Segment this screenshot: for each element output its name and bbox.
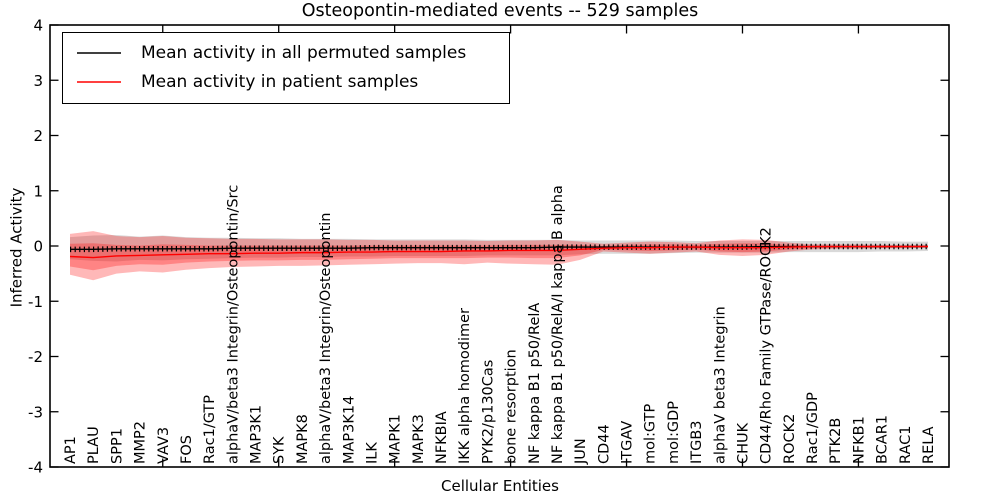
x-category-label: IKK alpha homodimer (457, 308, 473, 464)
x-category-label: MAPK1 (388, 414, 404, 464)
x-category-label: mol:GDP (666, 401, 682, 464)
x-category-label: VAV3 (156, 427, 172, 464)
x-category-label: SYK (272, 436, 288, 464)
chart-title: Osteopontin-mediated events -- 529 sampl… (301, 1, 699, 21)
permuted-mean-markers (70, 243, 928, 253)
y-tick-label: 1 (33, 182, 43, 200)
y-tick-label: 0 (33, 238, 43, 256)
x-category-label: NF kappa B1 p50/RelA/I kappa B alpha (550, 185, 566, 464)
y-axis-label: Inferred Activity (7, 187, 26, 308)
patient-range-inner-band (70, 243, 928, 271)
x-category-label: ITGB3 (689, 420, 705, 464)
y-tick-label: 4 (33, 17, 43, 35)
x-category-label: mol:GTP (643, 404, 659, 464)
legend-label-patient: Mean activity in patient samples (141, 71, 419, 92)
x-category-label: Rac1/GTP (202, 395, 218, 464)
x-category-label: AP1 (63, 436, 79, 464)
y-tick-label: -4 (28, 459, 43, 477)
legend: Mean activity in all permuted samples Me… (62, 32, 510, 104)
permuted-line-swatch-icon (77, 51, 121, 54)
x-category-label: ITGAV (620, 421, 636, 464)
y-tick-label: 2 (33, 127, 43, 145)
x-category-label: MMP2 (133, 421, 149, 464)
x-category-label: SPP1 (109, 428, 125, 464)
x-category-label: CHUK (735, 422, 751, 464)
x-category-label: MAP3K14 (341, 396, 357, 464)
x-category-label: RAC1 (898, 425, 914, 464)
x-category-label: CD44/Rho Family GTPase/ROCK2 (759, 227, 775, 464)
x-category-label: NFKB1 (851, 416, 867, 464)
x-category-label: PLAU (86, 426, 102, 464)
x-category-label: bone resorption (504, 349, 520, 464)
x-category-label: ILK (364, 442, 380, 464)
patient-range-outer-band (70, 231, 928, 281)
legend-label-permuted: Mean activity in all permuted samples (141, 42, 467, 63)
x-category-label: MAPK8 (295, 414, 311, 464)
x-category-label: MAPK3 (411, 414, 427, 464)
y-tick-label: 3 (33, 72, 43, 90)
x-category-label: alphaV/beta3 Integrin/Osteopontin/Src (225, 185, 241, 464)
x-category-label: BCAR1 (875, 415, 891, 464)
legend-entry-patient: Mean activity in patient samples (77, 67, 509, 96)
y-tick-label: -1 (28, 293, 43, 311)
x-category-label: CD44 (596, 424, 612, 464)
y-tick-label: -2 (28, 348, 43, 366)
x-category-label: FOS (179, 435, 195, 464)
y-tick-label: -3 (28, 403, 43, 421)
x-category-label: NFKBIA (434, 411, 450, 464)
x-category-label: JUN (573, 438, 589, 465)
x-category-label: ROCK2 (782, 414, 798, 464)
x-category-label: NF kappa B1 p50/RelA (527, 303, 543, 464)
x-category-label: MAP3K1 (249, 405, 265, 464)
x-category-label: alphaV/beta3 Integrin/Osteopontin (318, 213, 334, 464)
x-category-label: alphaV beta3 Integrin (712, 306, 728, 464)
x-category-label: Rac1/GDP (805, 392, 821, 464)
patient-line-swatch-icon (77, 80, 121, 83)
x-category-label: PYK2/p130Cas (480, 360, 496, 464)
x-category-label: RELA (921, 426, 937, 464)
legend-entry-permuted: Mean activity in all permuted samples (77, 38, 509, 67)
patient-mean-line (69, 245, 928, 259)
x-category-label: PTK2B (828, 418, 844, 464)
x-axis-label: Cellular Entities (441, 477, 559, 495)
